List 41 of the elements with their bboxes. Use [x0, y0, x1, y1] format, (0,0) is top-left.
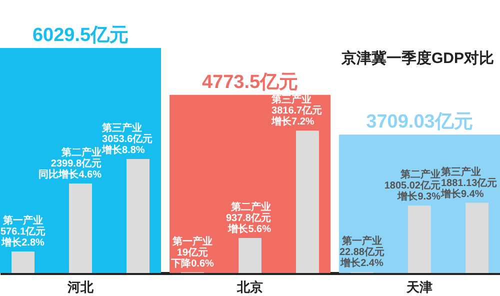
- annotation: 增长9.3%: [396, 190, 441, 203]
- data-label: 1805.02亿元: [384, 180, 440, 192]
- annotation: 增长8.8%: [101, 144, 145, 156]
- bar: [296, 130, 320, 273]
- x-tick-label: 天津: [405, 280, 432, 294]
- bar: [69, 183, 92, 273]
- text: 第三产业: [102, 123, 142, 134]
- text: 第二产业: [400, 170, 440, 181]
- annotation: 下降0.6%: [170, 257, 214, 270]
- data-label: 576.1亿元: [0, 226, 46, 238]
- text: 第一产业: [2, 214, 43, 226]
- x-tick-label: 北京: [236, 280, 263, 294]
- data-label: 19亿元: [176, 246, 208, 258]
- text: 第二产业: [60, 146, 102, 158]
- bar: [126, 159, 150, 273]
- data-label: 937.8亿元: [226, 212, 271, 224]
- text: 第三产业: [441, 166, 481, 178]
- data-label: 4773.5亿元: [202, 72, 298, 93]
- text: 第三产业: [270, 94, 312, 106]
- annotation: 增长7.2%: [270, 116, 314, 128]
- text: 第二产业: [231, 202, 271, 214]
- annotation: 增长2.4%: [340, 257, 384, 270]
- annotation: 增长2.8%: [0, 236, 45, 248]
- bar: [465, 202, 488, 273]
- annotation: 同比增长4.6%: [38, 168, 102, 180]
- bar: [238, 238, 262, 273]
- data-label: 2399.8亿元: [50, 157, 102, 170]
- data-label: 3816.7亿元: [272, 104, 322, 117]
- data-label: 3709.03亿元: [366, 112, 473, 133]
- data-label: 1881.13亿元: [441, 176, 498, 189]
- x-tick-label: 河北: [66, 280, 95, 294]
- data-label: 22.88亿元: [339, 246, 384, 258]
- data-label: 6029.5亿元: [32, 25, 129, 46]
- annotation: 增长5.6%: [227, 223, 272, 236]
- text: 第一产业: [172, 236, 212, 248]
- annotation: 增长9.4%: [440, 188, 484, 200]
- data-label: 3053.6亿元: [102, 133, 153, 146]
- chart-title: 京津冀一季度GDP对比: [340, 49, 494, 67]
- bar: [408, 206, 431, 273]
- text: 第一产业: [342, 236, 382, 248]
- bar: [12, 252, 35, 273]
